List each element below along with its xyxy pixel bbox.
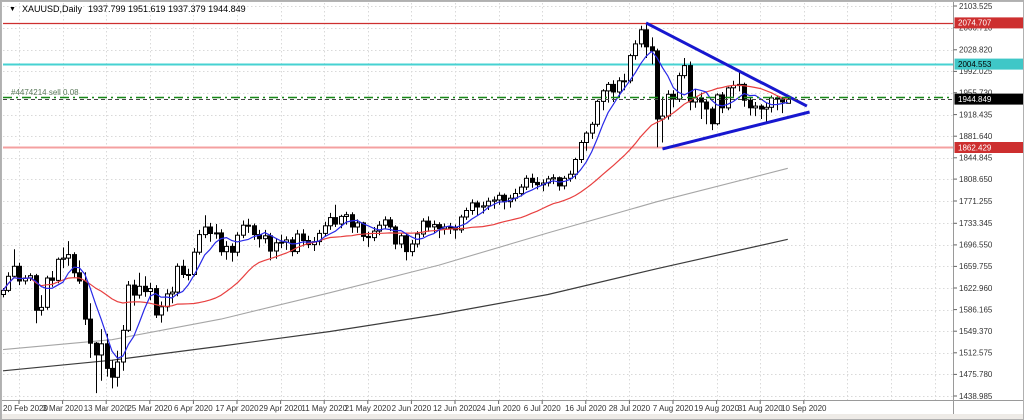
svg-text:20 Feb 2020: 20 Feb 2020: [3, 404, 48, 413]
svg-text:1918.435: 1918.435: [959, 110, 993, 119]
price-badge-2074.707: 2074.707: [954, 17, 1023, 29]
ma-red-line: [2, 84, 788, 308]
svg-text:13 Mar 2020: 13 Mar 2020: [84, 404, 129, 413]
svg-text:2028.820: 2028.820: [959, 46, 993, 55]
svg-text:31 Aug 2020: 31 Aug 2020: [738, 404, 783, 413]
symbol-period-label: XAUUSD,Daily: [21, 4, 82, 14]
svg-text:1862.429: 1862.429: [958, 143, 992, 152]
open-position-label[interactable]: #4474214 sell 0.08: [11, 88, 79, 97]
svg-text:24 Jun 2020: 24 Jun 2020: [477, 404, 522, 413]
svg-text:1549.370: 1549.370: [959, 327, 993, 336]
svg-text:1733.345: 1733.345: [959, 219, 993, 228]
chart-title-bar: ▼ XAUUSD,Daily 1937.799 1951.619 1937.379 …: [9, 4, 246, 14]
svg-text:1586.165: 1586.165: [959, 305, 993, 314]
ohlc-values: 1937.799 1951.619 1937.379 1944.849: [87, 4, 246, 14]
svg-text:10 Sep 2020: 10 Sep 2020: [781, 404, 827, 413]
svg-text:3 Mar 2020: 3 Mar 2020: [42, 404, 83, 413]
bottom-strip: [2, 414, 1023, 419]
svg-text:21 May 2020: 21 May 2020: [345, 404, 392, 413]
svg-text:1475.780: 1475.780: [959, 370, 993, 379]
svg-text:2103.525: 2103.525: [959, 2, 993, 11]
svg-text:16 Jul 2020: 16 Jul 2020: [565, 404, 607, 413]
svg-text:1955.730: 1955.730: [959, 89, 993, 98]
svg-text:7 Aug 2020: 7 Aug 2020: [653, 404, 694, 413]
svg-text:1622.960: 1622.960: [959, 284, 993, 293]
price-badge-2004.553: 2004.553: [954, 58, 1023, 70]
svg-text:29 Apr 2020: 29 Apr 2020: [259, 404, 303, 413]
ma-black-line: [2, 238, 788, 372]
svg-text:6 Jul 2020: 6 Jul 2020: [524, 404, 561, 413]
ma-blue-line: [2, 50, 788, 359]
svg-text:2 Jun 2020: 2 Jun 2020: [392, 404, 432, 413]
svg-text:11 May 2020: 11 May 2020: [301, 404, 347, 413]
svg-text:1696.550: 1696.550: [959, 241, 993, 250]
price-badge-1944.849: 1944.849: [954, 93, 1023, 105]
svg-text:25 Mar 2020: 25 Mar 2020: [127, 404, 172, 413]
triangle-lower-trendline[interactable]: [662, 110, 810, 151]
ma-gray-line: [2, 167, 788, 351]
svg-text:1881.640: 1881.640: [959, 132, 993, 141]
triangle-upper-trendline[interactable]: [645, 21, 808, 108]
svg-text:1808.650: 1808.650: [959, 175, 993, 184]
price-badge-1862.429: 1862.429: [954, 142, 1023, 153]
svg-text:1992.025: 1992.025: [959, 67, 993, 76]
svg-text:2074.707: 2074.707: [958, 19, 992, 28]
svg-text:17 Apr 2020: 17 Apr 2020: [215, 404, 259, 413]
svg-text:19 Aug 2020: 19 Aug 2020: [694, 404, 739, 413]
symbol-marker-icon[interactable]: ▼: [9, 5, 16, 13]
svg-text:1438.985: 1438.985: [959, 392, 993, 401]
svg-text:12 Jun 2020: 12 Jun 2020: [433, 404, 478, 413]
svg-text:1512.575: 1512.575: [959, 349, 993, 358]
price-axis[interactable]: 2103.5252066.7102028.8201992.0251955.730…: [953, 2, 993, 401]
svg-text:28 Jul 2020: 28 Jul 2020: [609, 404, 651, 413]
svg-text:6 Apr 2020: 6 Apr 2020: [174, 404, 213, 413]
price-badges: 2074.707 2004.553 1944.849 1862.429: [954, 17, 1023, 153]
svg-text:1771.255: 1771.255: [959, 197, 993, 206]
svg-text:1844.845: 1844.845: [959, 154, 993, 163]
svg-text:1659.755: 1659.755: [959, 262, 993, 271]
candles: [1, 22, 791, 394]
svg-text:1944.849: 1944.849: [958, 95, 992, 104]
svg-text:2004.553: 2004.553: [958, 60, 992, 69]
